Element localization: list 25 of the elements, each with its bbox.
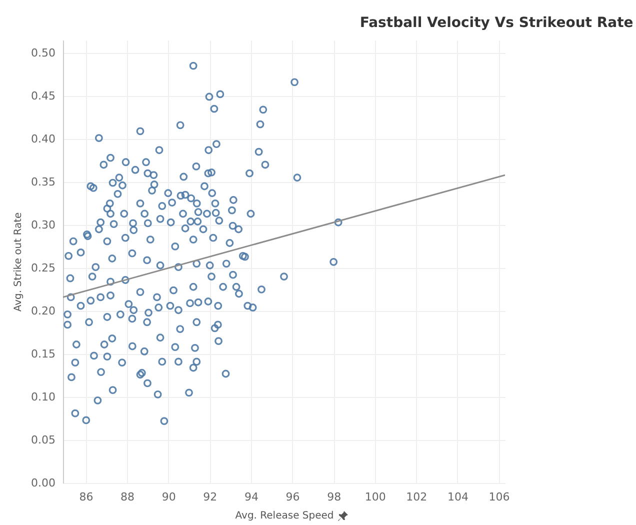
x-tick-label: 94 <box>244 490 258 504</box>
x-tick-label: 106 <box>488 490 510 504</box>
y-tick-label: 0.35 <box>31 175 56 188</box>
y-axis-title: Avg. Strike out Rate <box>13 212 24 312</box>
x-tick-label: 90 <box>162 490 176 504</box>
x-tick-label: 102 <box>406 490 428 504</box>
y-tick-label: 0.45 <box>31 89 56 102</box>
x-tick-label: 88 <box>120 490 135 504</box>
y-tick-label: 0.15 <box>31 347 56 360</box>
x-tick-label: 98 <box>327 490 342 504</box>
y-tick-label: 0.40 <box>31 132 56 146</box>
chart-title: Fastball Velocity Vs Strikeout Rate <box>360 15 634 31</box>
x-tick-label: 100 <box>364 490 386 504</box>
y-tick-label: 0.50 <box>31 46 56 60</box>
y-tick-label: 0.00 <box>31 476 56 490</box>
x-tick-label: 92 <box>203 490 218 504</box>
x-tick-label: 96 <box>286 490 300 504</box>
y-tick-label: 0.30 <box>31 218 56 232</box>
x-axis-title: Avg. Release Speed <box>235 510 334 522</box>
y-tick-label: 0.20 <box>31 304 56 318</box>
x-tick-label: 104 <box>447 490 468 504</box>
y-tick-label: 0.05 <box>31 433 56 446</box>
y-tick-label: 0.10 <box>31 390 56 404</box>
x-tick-label: 86 <box>79 490 94 504</box>
y-tick-label: 0.25 <box>31 261 56 274</box>
